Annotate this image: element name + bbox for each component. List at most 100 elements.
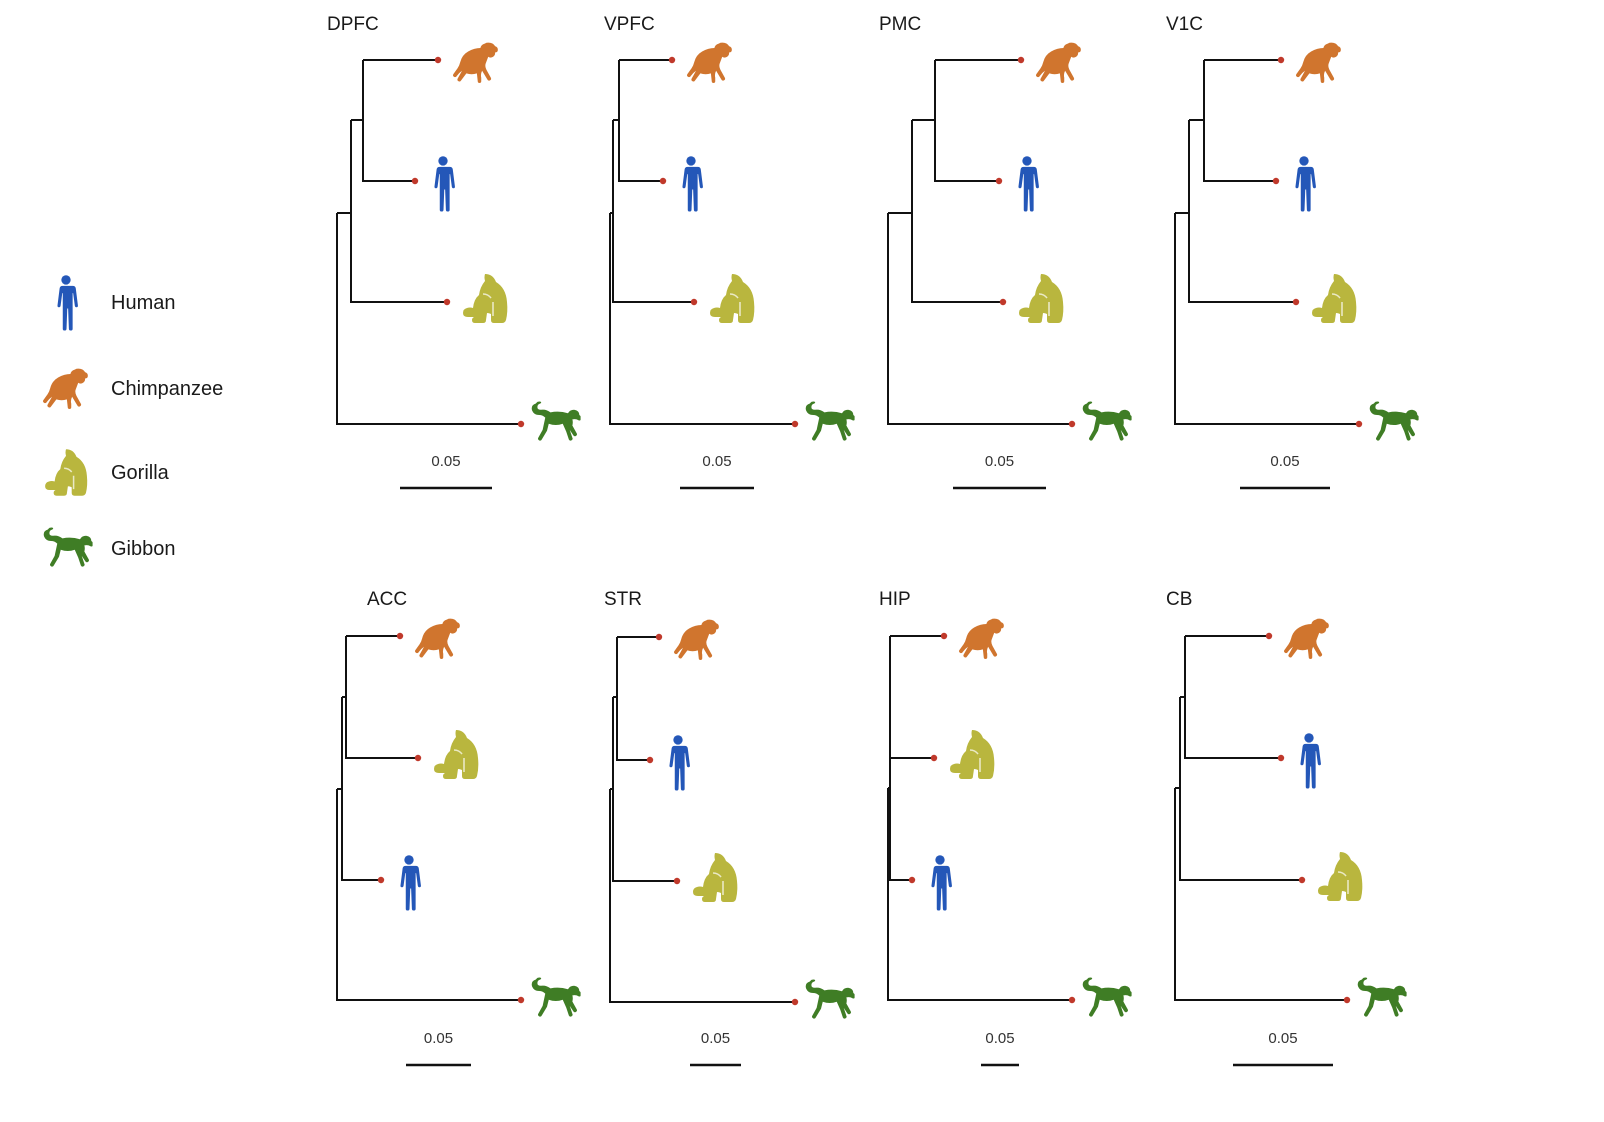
tree-panel-v1c: V1C 0.05 bbox=[1166, 14, 1419, 490]
tree-panel-acc: ACC 0.05 bbox=[336, 589, 581, 1067]
chimpanzee-icon bbox=[1035, 42, 1081, 83]
tip-dot-chimpanzee bbox=[1265, 632, 1273, 640]
tree-panel-hip: HIP 0.05 bbox=[879, 589, 1132, 1067]
branch-gorilla bbox=[612, 697, 677, 882]
branch-human bbox=[341, 697, 381, 881]
tip-dot-gorilla bbox=[443, 298, 451, 306]
tip-dot-human bbox=[995, 177, 1003, 185]
tip-dot-gibbon bbox=[791, 998, 799, 1006]
tip-dot-gibbon bbox=[1355, 420, 1363, 428]
human-icon bbox=[682, 156, 703, 212]
gibbon-icon bbox=[1082, 977, 1132, 1017]
gorilla-icon bbox=[1311, 273, 1358, 324]
panel-title: DPFC bbox=[327, 14, 379, 35]
human-icon bbox=[1018, 156, 1039, 212]
tree-panel-vpfc: VPFC 0.05 bbox=[604, 14, 855, 490]
chimpanzee-icon bbox=[42, 368, 88, 409]
chimpanzee-icon bbox=[673, 619, 719, 660]
scale-bar-label: 0.05 bbox=[985, 453, 1014, 470]
branch-gibbon bbox=[336, 789, 521, 1001]
gorilla-icon bbox=[1018, 273, 1065, 324]
legend-item-chimpanzee: Chimpanzee bbox=[42, 368, 223, 409]
branch-human bbox=[362, 60, 415, 182]
human-icon bbox=[931, 855, 952, 911]
tree-panels: DPFC0.05VPFC0.05PMC0.05V1C0.05ACC0.05STR… bbox=[327, 14, 1419, 1067]
legend-label: Human bbox=[111, 292, 175, 314]
tip-dot-chimpanzee bbox=[396, 632, 404, 640]
branch-human bbox=[618, 60, 663, 182]
gibbon-icon bbox=[531, 401, 581, 441]
gorilla-icon bbox=[709, 273, 756, 324]
human-icon bbox=[57, 275, 78, 331]
human-icon bbox=[669, 735, 690, 791]
tip-dot-human bbox=[1272, 177, 1280, 185]
tip-dot-human bbox=[646, 756, 654, 764]
tip-dot-human bbox=[377, 876, 385, 884]
scale-bar-label: 0.05 bbox=[424, 1030, 453, 1047]
tip-dot-chimpanzee bbox=[1277, 56, 1285, 64]
tip-dot-gorilla bbox=[1298, 876, 1306, 884]
branch-gibbon bbox=[336, 213, 521, 425]
species-legend: Human Chimpanzee Gorilla Gibbon bbox=[42, 275, 223, 567]
tip-dot-gibbon bbox=[1068, 420, 1076, 428]
scale-bar-label: 0.05 bbox=[431, 453, 460, 470]
panel-title: ACC bbox=[367, 589, 407, 610]
branch-gibbon bbox=[1174, 788, 1347, 1001]
gorilla-icon bbox=[462, 273, 509, 324]
tip-dot-chimpanzee bbox=[1017, 56, 1025, 64]
gorilla-icon bbox=[692, 852, 739, 903]
gorilla-icon bbox=[949, 729, 996, 780]
gibbon-icon bbox=[1357, 977, 1407, 1017]
scale-bar-label: 0.05 bbox=[985, 1030, 1014, 1047]
panel-title: STR bbox=[604, 589, 642, 610]
gibbon-icon bbox=[1369, 401, 1419, 441]
chimpanzee-icon bbox=[958, 618, 1004, 659]
tip-dot-gibbon bbox=[517, 996, 525, 1004]
tree-panel-cb: CB 0.05 bbox=[1166, 589, 1407, 1067]
chimpanzee-icon bbox=[1283, 618, 1329, 659]
branch-human bbox=[934, 60, 999, 182]
branch-gorilla bbox=[1188, 120, 1296, 303]
chimpanzee-icon bbox=[1295, 42, 1341, 83]
scale-bar-label: 0.05 bbox=[1268, 1030, 1297, 1047]
branch-gorilla bbox=[345, 636, 418, 759]
branch-gibbon bbox=[887, 788, 1072, 1001]
legend-label: Gorilla bbox=[111, 462, 170, 484]
human-icon bbox=[400, 855, 421, 911]
scale-bar-label: 0.05 bbox=[702, 453, 731, 470]
gorilla-icon bbox=[44, 448, 88, 497]
chimpanzee-icon bbox=[686, 42, 732, 83]
tip-dot-gorilla bbox=[414, 754, 422, 762]
branch-gorilla bbox=[889, 636, 934, 759]
panel-title: HIP bbox=[879, 589, 911, 610]
tip-dot-gibbon bbox=[791, 420, 799, 428]
human-icon bbox=[434, 156, 455, 212]
branch-gorilla bbox=[1179, 697, 1302, 881]
tip-dot-gorilla bbox=[690, 298, 698, 306]
tree-panel-pmc: PMC 0.05 bbox=[879, 14, 1132, 490]
scale-bar-label: 0.05 bbox=[1270, 453, 1299, 470]
branch-human bbox=[616, 637, 650, 761]
gibbon-icon bbox=[531, 977, 581, 1017]
tip-dot-gorilla bbox=[673, 877, 681, 885]
branch-gibbon bbox=[609, 789, 795, 1003]
tip-dot-gibbon bbox=[1343, 996, 1351, 1004]
tip-dot-gorilla bbox=[999, 298, 1007, 306]
tip-dot-gibbon bbox=[517, 420, 525, 428]
tip-dot-human bbox=[411, 177, 419, 185]
gibbon-icon bbox=[805, 979, 855, 1019]
tip-dot-chimpanzee bbox=[940, 632, 948, 640]
legend-item-gorilla: Gorilla bbox=[44, 448, 170, 497]
human-icon bbox=[1295, 156, 1316, 212]
tip-dot-human bbox=[659, 177, 667, 185]
branch-gorilla bbox=[612, 120, 694, 303]
branch-human bbox=[889, 697, 912, 881]
tree-panel-str: STR 0.05 bbox=[604, 589, 855, 1067]
tip-dot-chimpanzee bbox=[668, 56, 676, 64]
branch-gibbon bbox=[609, 213, 795, 425]
gibbon-icon bbox=[1082, 401, 1132, 441]
panel-title: CB bbox=[1166, 589, 1192, 610]
tip-dot-gibbon bbox=[1068, 996, 1076, 1004]
branch-gibbon bbox=[1174, 213, 1359, 425]
